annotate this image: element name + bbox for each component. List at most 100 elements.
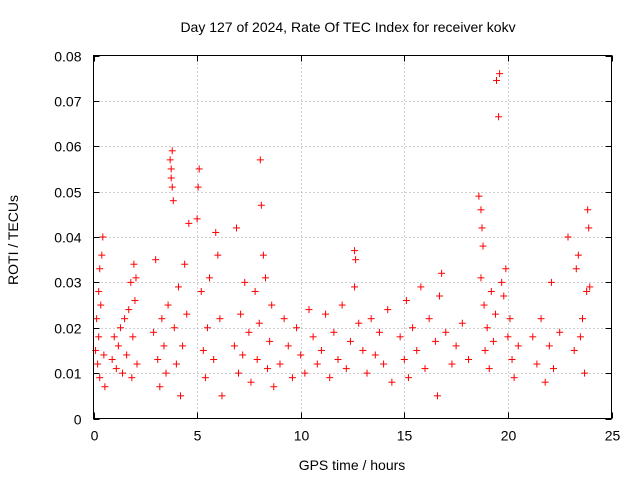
data-point <box>346 337 354 345</box>
data-point <box>94 360 102 368</box>
data-point <box>322 310 330 318</box>
data-point <box>541 378 549 386</box>
data-point <box>317 346 325 354</box>
x-tick-label: 15 <box>397 428 413 444</box>
x-tick-label: 20 <box>501 428 517 444</box>
data-point <box>367 315 375 323</box>
y-tick-label: 0.05 <box>54 185 81 201</box>
y-axis-label: ROTI / TECUs <box>5 195 21 285</box>
data-point <box>276 360 284 368</box>
data-point <box>119 369 127 377</box>
data-point <box>129 333 137 341</box>
data-point <box>584 206 592 214</box>
data-point <box>465 356 473 364</box>
y-tick-label: 0.01 <box>54 366 81 382</box>
data-point <box>288 374 296 382</box>
data-point <box>475 192 483 200</box>
data-point <box>154 356 162 364</box>
data-point <box>402 297 410 305</box>
data-point <box>545 342 553 350</box>
data-point <box>210 356 218 364</box>
data-point <box>363 369 371 377</box>
data-point <box>396 333 404 341</box>
data-point <box>160 342 168 350</box>
data-point <box>216 315 224 323</box>
data-point <box>477 206 485 214</box>
data-point <box>452 342 460 350</box>
data-point <box>168 147 176 155</box>
data-point <box>301 369 309 377</box>
data-point <box>478 224 486 232</box>
data-point <box>334 356 342 364</box>
data-point <box>235 369 243 377</box>
data-point <box>114 342 122 350</box>
data-point <box>96 374 104 382</box>
data-point <box>409 324 417 332</box>
data-point <box>433 392 441 400</box>
data-point <box>504 333 512 341</box>
data-point <box>132 274 140 282</box>
data-point <box>112 365 120 373</box>
data-point <box>436 292 444 300</box>
data-point <box>352 256 360 264</box>
data-point <box>167 174 175 182</box>
data-point <box>237 310 245 318</box>
data-point <box>581 369 589 377</box>
data-point <box>570 346 578 354</box>
data-point <box>169 197 177 205</box>
data-point <box>245 328 253 336</box>
data-point <box>483 324 491 332</box>
data-point <box>359 346 367 354</box>
data-point <box>481 346 489 354</box>
data-point <box>529 333 537 341</box>
data-point <box>309 333 317 341</box>
data-point <box>533 360 541 368</box>
data-point <box>152 256 160 264</box>
data-point <box>264 365 272 373</box>
data-point <box>125 306 133 314</box>
data-point <box>297 351 305 359</box>
data-point <box>498 278 506 286</box>
data-point <box>485 365 493 373</box>
data-point <box>247 378 255 386</box>
data-point <box>480 301 488 309</box>
data-point <box>351 283 359 291</box>
data-point <box>230 342 238 350</box>
data-point <box>305 306 313 314</box>
data-point <box>255 319 263 327</box>
data-point <box>351 247 359 255</box>
data-point <box>170 324 178 332</box>
data-point <box>313 360 321 368</box>
data-point <box>199 346 207 354</box>
data-point <box>578 315 586 323</box>
data-point <box>183 310 191 318</box>
data-point <box>99 233 107 241</box>
data-point <box>257 201 265 209</box>
y-tick-label: 0.04 <box>54 230 81 246</box>
data-point <box>158 315 166 323</box>
data-point <box>355 319 363 327</box>
data-point <box>280 315 288 323</box>
data-point <box>172 360 180 368</box>
data-point <box>384 306 392 314</box>
data-point <box>502 265 510 273</box>
data-point <box>95 287 103 295</box>
data-point <box>556 328 564 336</box>
data-point <box>193 215 201 223</box>
data-point <box>201 374 209 382</box>
data-point <box>293 324 301 332</box>
data-point <box>510 374 518 382</box>
data-point <box>576 333 584 341</box>
chart-title: Day 127 of 2024, Rate Of TEC Index for r… <box>180 19 515 35</box>
data-point <box>479 242 487 250</box>
data-point <box>583 287 591 295</box>
data-point <box>442 328 450 336</box>
data-point <box>97 301 105 309</box>
data-point <box>496 70 504 78</box>
data-point <box>514 342 522 350</box>
data-point <box>458 319 466 327</box>
data-point <box>101 383 109 391</box>
data-point <box>166 156 174 164</box>
